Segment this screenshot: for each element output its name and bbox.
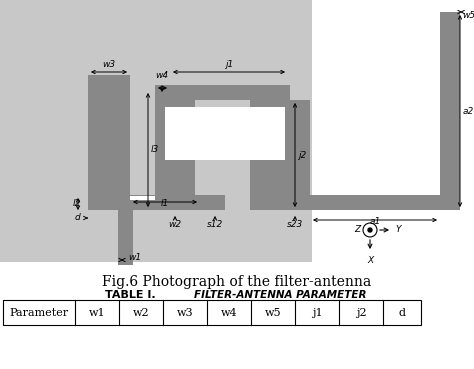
Text: a2: a2	[463, 107, 474, 115]
Text: s12: s12	[207, 220, 223, 229]
Text: d: d	[399, 307, 405, 317]
Text: w1: w1	[128, 254, 141, 262]
Text: j1: j1	[225, 60, 233, 69]
Text: w3: w3	[177, 307, 193, 317]
Bar	[88, 195, 225, 210]
Bar	[130, 196, 155, 200]
Text: w4: w4	[155, 71, 169, 80]
Text: s23: s23	[287, 220, 303, 229]
Bar	[290, 100, 310, 210]
Bar	[155, 85, 290, 100]
Text: l2: l2	[73, 200, 81, 208]
Text: j2: j2	[298, 151, 306, 159]
Text: Z: Z	[354, 224, 360, 234]
Text: FILTER-ANTENNA PARAMETER: FILTER-ANTENNA PARAMETER	[194, 290, 366, 300]
Text: w3: w3	[102, 60, 116, 69]
Text: j1: j1	[312, 307, 322, 317]
Circle shape	[368, 228, 372, 232]
Text: j2: j2	[356, 307, 366, 317]
Text: Parameter: Parameter	[9, 307, 69, 317]
Text: d: d	[74, 214, 80, 223]
Bar	[165, 107, 285, 160]
Bar	[0, 0, 312, 262]
Text: X: X	[367, 256, 373, 265]
Text: w4: w4	[221, 307, 237, 317]
Text: w2: w2	[133, 307, 149, 317]
Bar	[155, 90, 195, 210]
Bar	[118, 210, 133, 265]
Bar	[3, 300, 421, 325]
Text: l3: l3	[151, 145, 159, 155]
Text: l1: l1	[161, 199, 169, 208]
Text: Y: Y	[395, 225, 401, 235]
Text: w5: w5	[462, 10, 474, 20]
Text: w5: w5	[264, 307, 281, 317]
Bar	[130, 197, 155, 205]
Bar	[290, 195, 460, 210]
Text: w1: w1	[89, 307, 105, 317]
Text: w2: w2	[168, 220, 182, 229]
Text: Fig.6 Photograph of the filter-antenna: Fig.6 Photograph of the filter-antenna	[102, 275, 372, 289]
Text: a1: a1	[369, 217, 381, 226]
Text: TABLE I.: TABLE I.	[105, 290, 155, 300]
Bar	[250, 100, 290, 210]
Bar	[440, 12, 460, 210]
Bar	[88, 75, 130, 195]
